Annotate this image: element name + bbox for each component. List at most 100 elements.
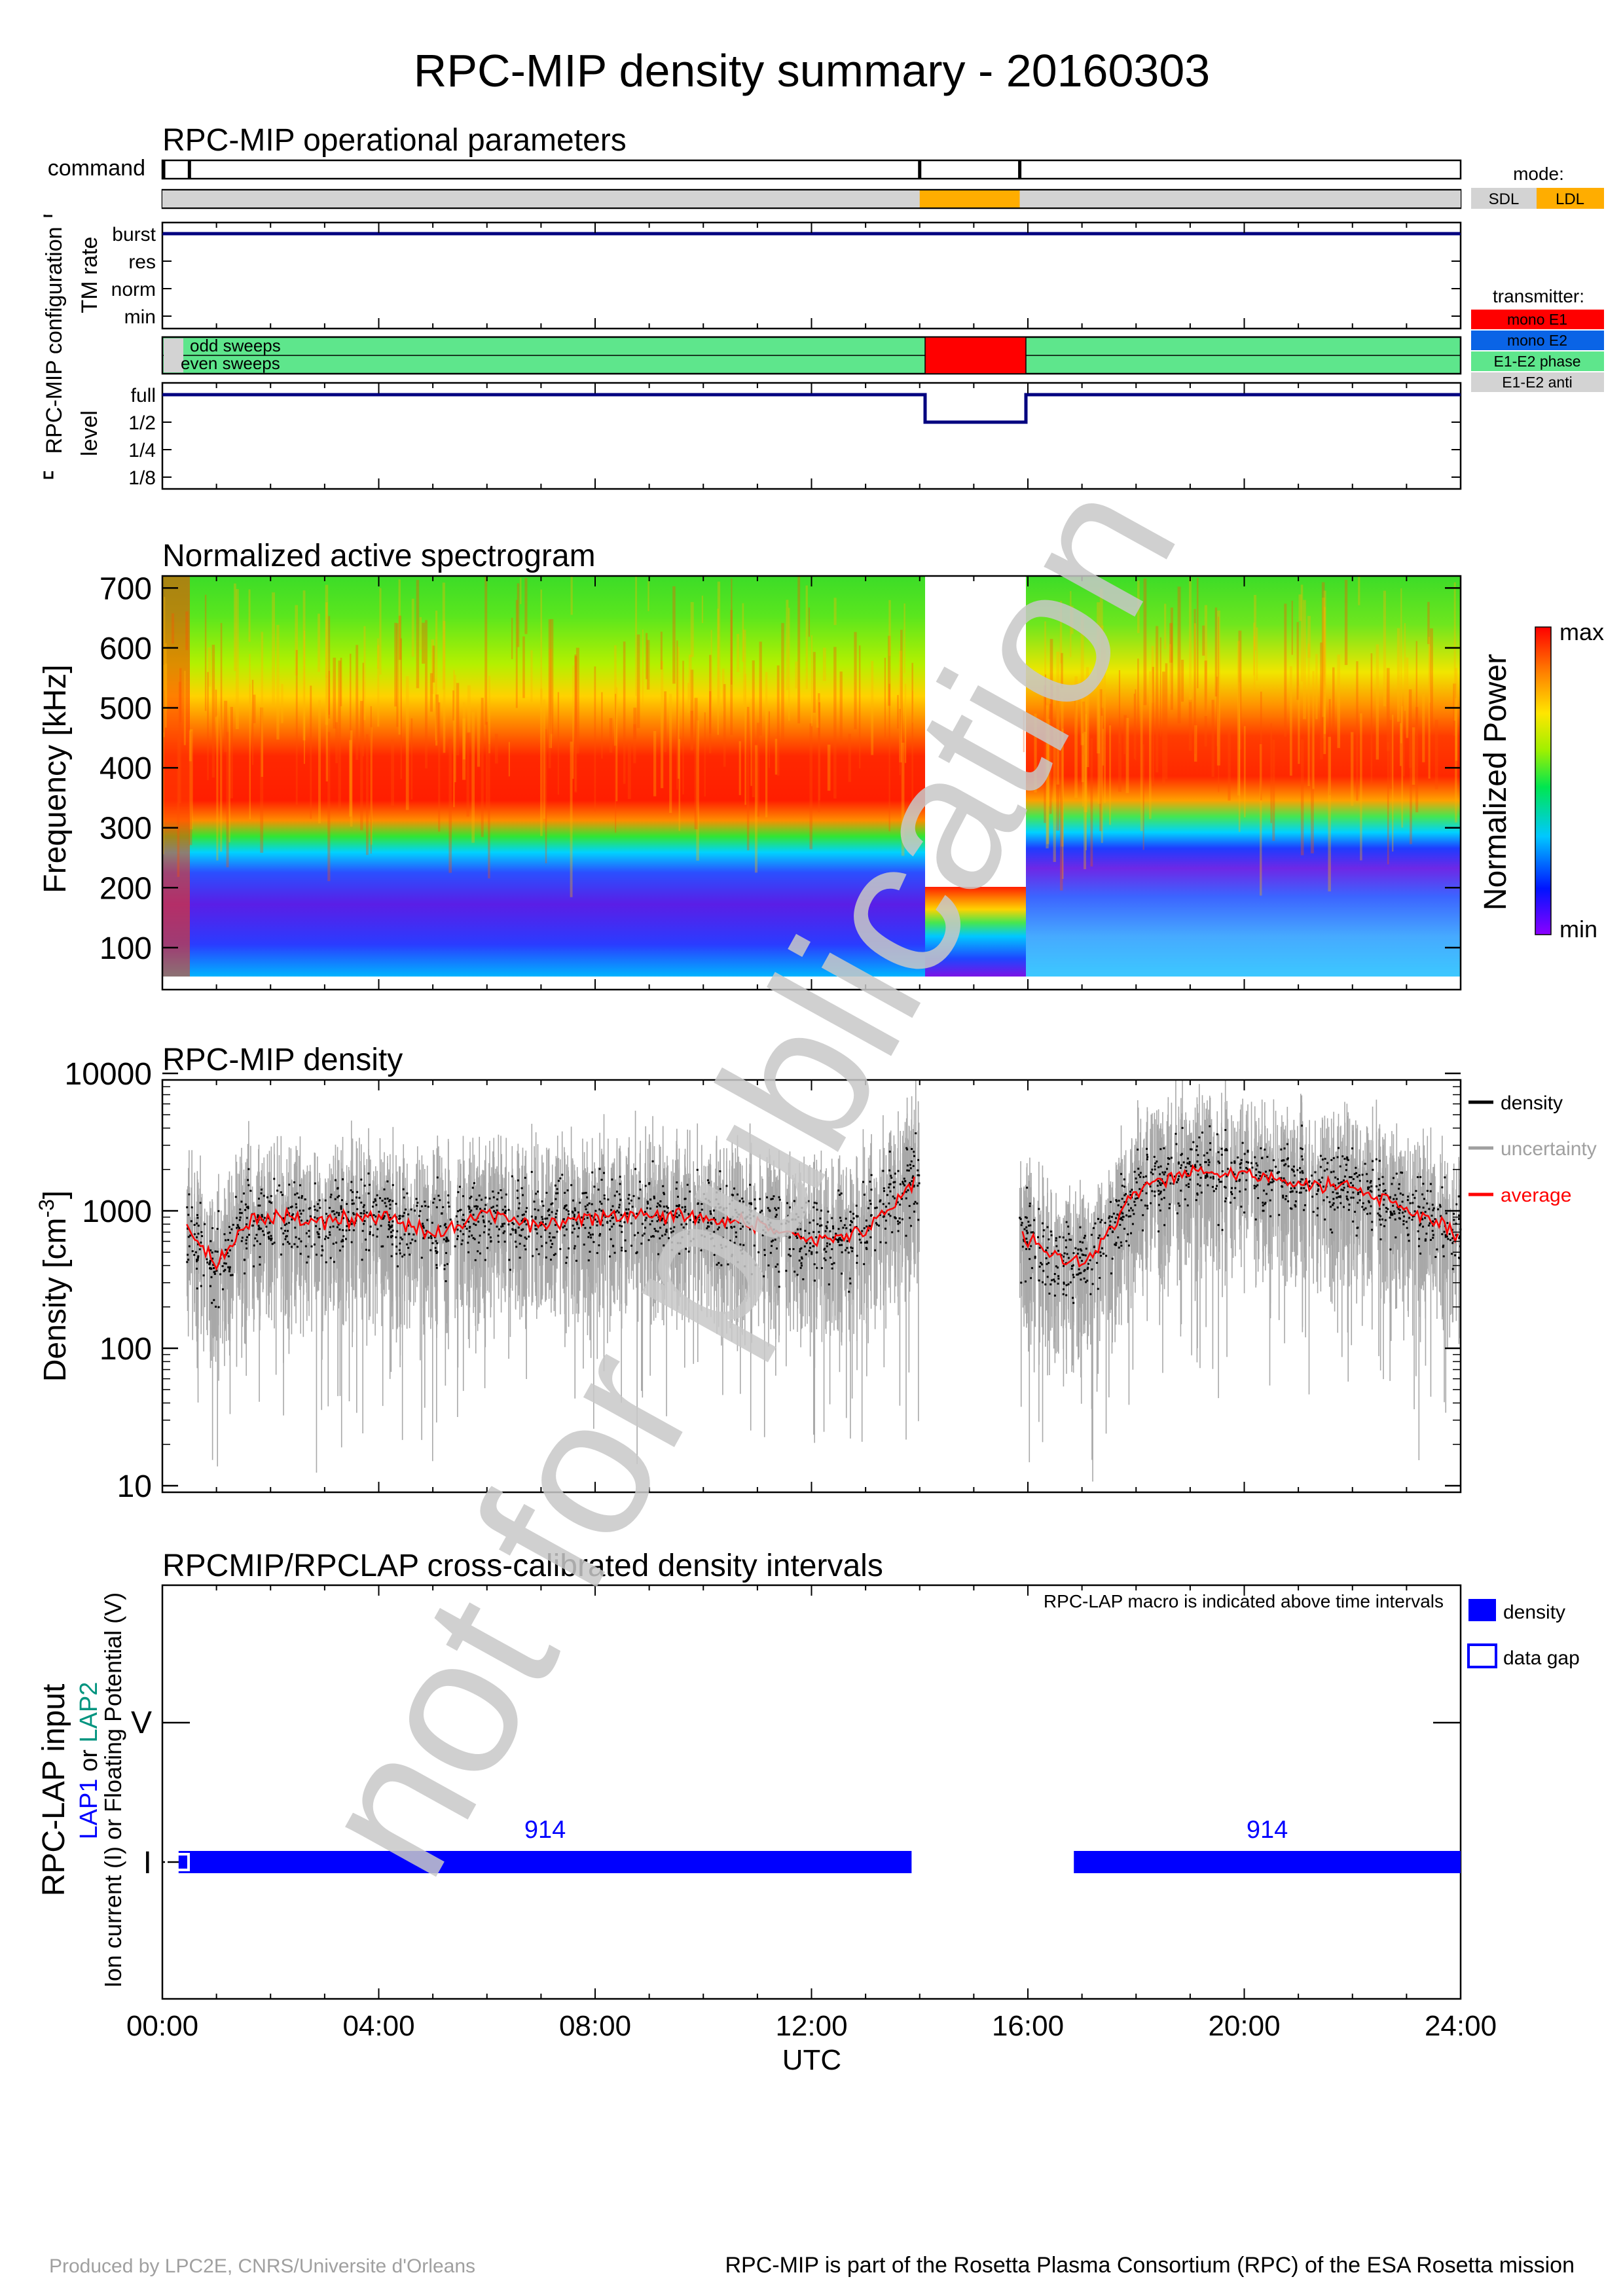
- density-point: [1278, 1171, 1281, 1174]
- density-point: [907, 1189, 909, 1192]
- density-point: [1099, 1255, 1102, 1257]
- density-point: [1377, 1189, 1380, 1191]
- density-point: [1429, 1190, 1432, 1193]
- density-point: [598, 1234, 601, 1237]
- density-point: [883, 1215, 885, 1217]
- density-point: [725, 1207, 728, 1210]
- density-point: [1345, 1198, 1348, 1200]
- density-point: [774, 1232, 776, 1234]
- spectrogram-streak: [1387, 742, 1389, 865]
- density-point: [1149, 1185, 1152, 1188]
- density-point: [1144, 1204, 1146, 1207]
- density-point: [1127, 1215, 1130, 1218]
- density-point: [839, 1237, 841, 1240]
- density-point: [1357, 1193, 1359, 1195]
- density-point: [658, 1204, 661, 1206]
- density-point: [1080, 1272, 1082, 1274]
- density-point: [266, 1196, 268, 1198]
- density-point: [455, 1215, 458, 1217]
- density-point: [211, 1227, 214, 1229]
- density-point: [634, 1168, 637, 1170]
- density-point: [1286, 1157, 1289, 1160]
- density-point: [831, 1263, 833, 1266]
- spectrogram-streak: [524, 578, 528, 634]
- density-point: [848, 1291, 850, 1293]
- density-point: [841, 1239, 843, 1242]
- density-point: [287, 1230, 289, 1232]
- density-point: [1307, 1181, 1310, 1183]
- spectrogram-streak: [543, 699, 546, 819]
- density-point: [1302, 1172, 1304, 1174]
- density-point: [468, 1206, 471, 1209]
- density-point: [556, 1192, 559, 1194]
- density-point: [1444, 1234, 1447, 1236]
- density-point: [656, 1220, 659, 1223]
- density-point: [500, 1225, 503, 1228]
- density-point: [1419, 1252, 1422, 1255]
- density-point: [1029, 1258, 1031, 1261]
- density-point: [904, 1180, 907, 1183]
- density-point: [1247, 1151, 1249, 1153]
- density-point: [618, 1204, 621, 1206]
- density-point: [1057, 1266, 1059, 1269]
- density-point: [1086, 1268, 1089, 1270]
- density-point: [515, 1230, 517, 1232]
- density-point: [761, 1234, 764, 1236]
- spectrogram-streak: [484, 576, 488, 725]
- density-point: [803, 1211, 805, 1213]
- spectrogram-streak: [207, 672, 209, 781]
- density-point: [319, 1206, 321, 1209]
- density-point: [820, 1224, 823, 1227]
- density-point: [1442, 1255, 1445, 1258]
- spectrogram-streak: [1056, 685, 1060, 831]
- density-point: [257, 1228, 260, 1230]
- density-point: [1451, 1242, 1454, 1244]
- density-point: [869, 1199, 871, 1202]
- density-point: [909, 1181, 911, 1184]
- density-point: [549, 1232, 551, 1234]
- density-point: [280, 1191, 282, 1194]
- density-point: [1158, 1166, 1160, 1168]
- density-point: [247, 1206, 249, 1208]
- density-point: [1063, 1282, 1065, 1284]
- density-point: [1292, 1181, 1295, 1184]
- density-point: [383, 1215, 386, 1217]
- density-point: [1122, 1212, 1124, 1215]
- density-point: [1355, 1166, 1357, 1169]
- density-point: [490, 1206, 493, 1209]
- density-point: [619, 1175, 621, 1178]
- spectrogram-streak: [746, 707, 750, 851]
- density-point: [767, 1218, 769, 1221]
- density-point: [196, 1217, 199, 1219]
- density-point: [298, 1238, 301, 1240]
- density-point: [694, 1215, 697, 1218]
- spectrogram-streak: [356, 645, 359, 761]
- density-point: [1133, 1170, 1136, 1173]
- density-point: [666, 1211, 668, 1214]
- spectrogram-streak: [752, 660, 755, 797]
- density-point: [1449, 1239, 1451, 1242]
- density-point: [1188, 1160, 1191, 1163]
- density-point: [1206, 1174, 1209, 1177]
- density-point: [1300, 1147, 1302, 1149]
- density-point: [1042, 1270, 1045, 1272]
- density-point: [447, 1240, 450, 1242]
- density-point: [701, 1208, 703, 1211]
- density-point: [241, 1236, 244, 1239]
- density-point: [876, 1223, 879, 1226]
- density-point: [359, 1215, 362, 1218]
- density-point: [1407, 1233, 1410, 1236]
- density-point: [228, 1226, 230, 1229]
- density-point: [1138, 1174, 1140, 1176]
- density-point: [1174, 1175, 1176, 1178]
- spectrogram-streak: [1085, 714, 1087, 851]
- density-point: [767, 1207, 769, 1210]
- spectrogram-streak: [1400, 588, 1402, 744]
- density-point: [498, 1228, 501, 1230]
- density-point: [1025, 1229, 1028, 1232]
- density-point: [1128, 1210, 1131, 1212]
- density-point: [1168, 1207, 1171, 1210]
- density-point: [444, 1223, 447, 1225]
- density-point: [1281, 1185, 1283, 1188]
- spectrogram-streak: [1148, 671, 1152, 819]
